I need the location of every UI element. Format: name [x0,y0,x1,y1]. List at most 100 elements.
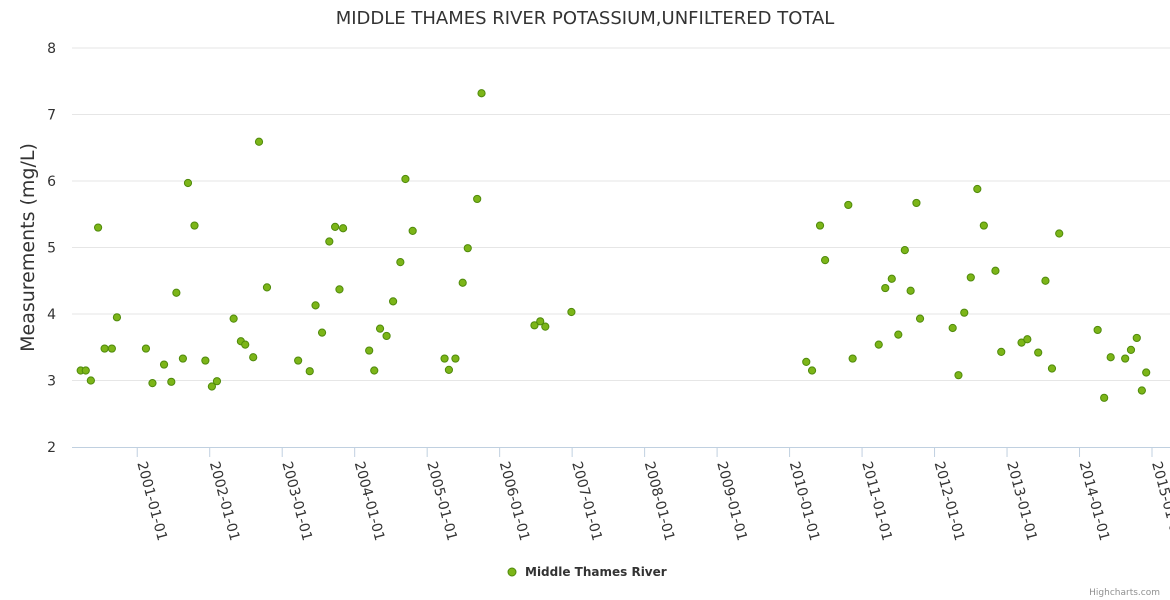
data-point[interactable] [802,357,811,366]
data-point[interactable] [365,346,374,355]
data-point[interactable] [966,273,975,282]
data-point[interactable] [317,328,327,337]
data-point[interactable] [241,340,250,349]
data-point[interactable] [1055,229,1064,238]
x-tick-label: 2004-01-01 [351,460,388,543]
data-point[interactable] [159,360,169,369]
data-point[interactable] [1034,348,1043,357]
data-point[interactable] [821,256,830,265]
data-point[interactable] [541,322,550,331]
data-point[interactable] [262,283,272,292]
x-tick-label: 2005-01-01 [423,460,460,543]
data-point[interactable] [991,266,1000,275]
data-point[interactable] [979,221,988,230]
data-point[interactable] [86,376,95,385]
x-tick-label: 2006-01-01 [496,460,533,543]
data-point[interactable] [444,365,454,374]
data-point[interactable] [960,308,969,317]
data-point[interactable] [1047,364,1057,373]
x-tick-label: 2011-01-01 [858,460,895,543]
data-point[interactable] [141,344,151,353]
data-point[interactable] [148,379,157,388]
data-point[interactable] [178,354,187,363]
data-point[interactable] [1132,333,1141,343]
data-point[interactable] [807,366,817,375]
data-point[interactable] [375,324,385,333]
data-point[interactable] [335,285,344,294]
legend-label[interactable]: Middle Thames River [525,565,667,579]
data-point[interactable] [451,354,460,363]
data-point[interactable] [311,301,320,310]
data-point[interactable] [458,278,467,287]
data-point[interactable] [107,344,116,353]
y-tick-labels: 2 3 4 5 6 7 8 [47,41,56,456]
data-point[interactable] [440,354,449,363]
data-point[interactable] [1023,335,1032,344]
data-point[interactable] [81,366,90,375]
data-point[interactable] [1041,276,1050,285]
data-point[interactable] [401,174,410,184]
data-point[interactable] [167,377,176,386]
x-tick-label: 2007-01-01 [568,460,605,543]
x-tick-label: 2013-01-01 [1003,460,1040,543]
data-point[interactable] [183,178,193,188]
data-point[interactable] [912,198,921,208]
data-point[interactable] [1121,354,1130,363]
x-tick-label: 2002-01-01 [206,460,243,543]
data-point[interactable] [331,222,340,231]
data-point[interactable] [207,382,216,391]
data-point[interactable] [370,366,379,375]
data-point[interactable] [229,314,238,323]
data-point[interactable] [1142,368,1151,377]
data-point[interactable] [881,283,890,293]
data-point[interactable] [473,194,482,204]
data-point[interactable] [254,137,264,146]
data-point[interactable] [948,323,957,333]
data-point[interactable] [477,89,486,98]
data-point[interactable] [844,200,853,210]
data-point[interactable] [915,314,925,323]
data-point[interactable] [848,354,857,363]
data-point[interactable] [305,367,314,376]
data-point[interactable] [249,353,258,362]
data-point[interactable] [201,356,210,365]
data-point[interactable] [954,371,963,380]
data-point[interactable] [530,321,539,330]
data-point[interactable] [900,246,909,255]
data-point[interactable] [382,331,391,341]
y-tick-label: 3 [47,374,56,390]
data-point[interactable] [815,221,825,230]
data-point[interactable] [389,297,398,306]
data-point[interactable] [190,221,199,230]
data-point[interactable] [100,344,109,353]
data-point[interactable] [894,330,903,339]
data-point[interactable] [172,288,181,297]
data-point[interactable] [112,313,122,322]
data-point[interactable] [463,244,472,253]
data-point[interactable] [567,307,576,317]
data-point[interactable] [1137,386,1146,395]
x-tick-label: 2012-01-01 [931,460,968,543]
data-point[interactable] [1126,345,1136,355]
data-point[interactable] [325,237,334,246]
data-point[interactable] [93,223,103,232]
data-point[interactable] [408,226,417,235]
data-point[interactable] [973,184,982,194]
data-point[interactable] [1093,325,1102,335]
data-point[interactable] [396,258,405,267]
y-tick-label: 4 [47,307,56,323]
legend-marker-icon [507,567,517,577]
data-point[interactable] [1106,353,1115,362]
legend[interactable]: Middle Thames River [507,565,667,579]
data-point[interactable] [906,286,915,295]
data-point[interactable] [536,317,545,326]
grid-layer [72,47,1170,381]
data-point[interactable] [212,377,222,386]
data-point[interactable] [874,340,883,349]
credit-link[interactable]: Highcharts.com [1089,588,1160,598]
data-point[interactable] [294,356,303,365]
data-point[interactable] [887,274,896,283]
data-point[interactable] [1100,393,1109,402]
data-point[interactable] [338,224,348,233]
data-point[interactable] [997,347,1006,357]
